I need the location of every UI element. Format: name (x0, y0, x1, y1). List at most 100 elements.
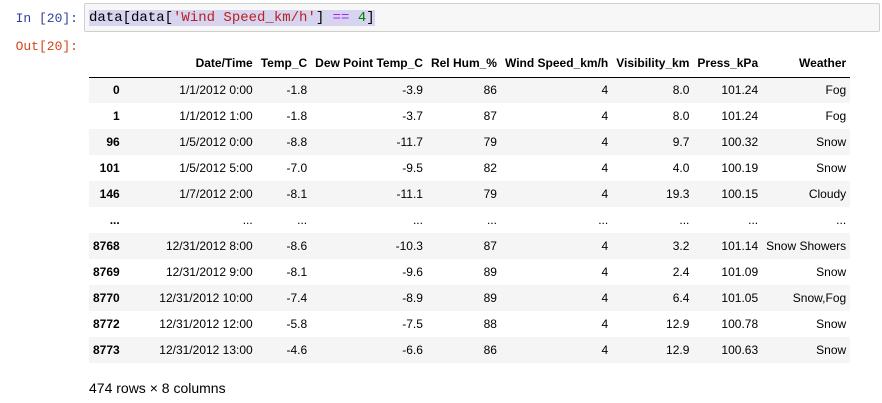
row-index: 146 (99, 187, 120, 201)
code-string: 'Wind Speed_km/h' (173, 10, 316, 26)
code-middle: ] (315, 10, 333, 26)
column-header: Wind Speed_km/h (500, 50, 613, 78)
table-cell: 4 (601, 343, 609, 357)
table-cell: 101.14 (721, 239, 759, 253)
table-row: 0 1/1/2012 0:00 -1.8 -3.9 86 4 8.0 101.24 Fog (89, 77, 851, 103)
table-cell: 4.0 (672, 161, 690, 175)
column-header: Press_kPa (693, 50, 763, 78)
table-cell: Snow (816, 161, 847, 175)
table-cell: 100.63 (721, 343, 759, 357)
column-header: Visibility_km (612, 50, 694, 78)
code-prefix: data[data[ (89, 10, 174, 26)
table-cell: Snow (816, 135, 847, 149)
table-cell: 87 (483, 109, 497, 123)
table-cell: 19.3 (666, 187, 690, 201)
table-cell: 2.4 (672, 265, 690, 279)
table-cell: ... (297, 213, 308, 227)
row-count-summary: 474 rows × 8 columns (89, 380, 226, 396)
table-cell: 100.78 (721, 317, 759, 331)
table-cell: -8.1 (286, 187, 308, 201)
table-cell: -8.1 (286, 265, 308, 279)
table-cell: 82 (483, 161, 497, 175)
table-cell: 8.0 (672, 109, 690, 123)
table-cell: 1/7/2012 2:00 (179, 187, 253, 201)
table-cell: -11.1 (396, 187, 423, 201)
table-cell: 1/1/2012 1:00 (179, 109, 253, 123)
row-index: 1 (113, 109, 120, 123)
table-cell: 4 (601, 239, 609, 253)
table-row: 1 1/1/2012 1:00 -1.8 -3.7 87 4 8.0 101.24 Fog (89, 103, 850, 129)
code-suffix: ] (366, 10, 375, 26)
table-cell: -4.6 (286, 343, 308, 357)
row-index: 8772 (93, 317, 120, 331)
code-number: 4 (357, 10, 367, 26)
code-line[interactable]: data[data['Wind Speed_km/h'] == 4] (89, 9, 875, 27)
table-cell: 1/5/2012 5:00 (179, 161, 253, 175)
code-input-cell[interactable]: data[data['Wind Speed_km/h'] == 4] (84, 3, 880, 32)
table-cell: -3.7 (402, 109, 423, 123)
output-prompt: Out[20]: (15, 39, 78, 54)
table-cell: -1.8 (286, 83, 308, 98)
table-row: ........................... (89, 207, 850, 233)
table-cell: 4 (601, 109, 609, 123)
table-cell: -9.5 (402, 161, 423, 175)
table-row: 101 1/5/2012 5:00 -7.0 -9.5 82 4 4.0 100.19 Snow (89, 155, 850, 181)
code-space (349, 10, 357, 26)
table-body: 0 1/1/2012 0:00 -1.8 -3.9 86 4 8.0 101.24 Fog 1 1/… (89, 77, 851, 363)
column-header: Temp_C (256, 50, 312, 78)
table-cell: 8.0 (672, 83, 690, 98)
table-cell: ... (412, 213, 423, 227)
table-row: 8773 12/31/2012 13:00 -4.6 -6.6 86 4 12.9 100.6… (89, 337, 851, 363)
table-cell: 100.19 (721, 161, 759, 175)
table-cell: 12/31/2012 13:00 (159, 343, 253, 357)
table-cell: 4 (601, 83, 609, 98)
table-cell: Snow (816, 265, 847, 279)
row-index: 8770 (93, 291, 120, 305)
table-row: 8768 12/31/2012 8:00 -8.6 -10.3 87 4 3.2 101.14… (89, 233, 851, 259)
row-index: 101 (99, 161, 120, 175)
column-header: Weather (762, 50, 851, 78)
table-cell: 4 (601, 265, 609, 279)
table-cell: 9.7 (672, 135, 690, 149)
table-cell: 4 (601, 161, 609, 175)
table-cell: 12/31/2012 8:00 (165, 239, 253, 253)
table-cell: 86 (483, 83, 497, 98)
table-cell: Snow,Fog (792, 291, 847, 305)
header-row: Date/Time Temp_C Dew Point Temp_C Rel Hum_%… (89, 50, 851, 78)
table-cell: -5.8 (286, 317, 308, 331)
table-cell: ... (486, 213, 497, 227)
table-cell: 100.32 (721, 135, 759, 149)
table-cell: 6.4 (672, 291, 690, 305)
table-row: 146 1/7/2012 2:00 -8.1 -11.1 79 4 19.3 100.15 Cl… (89, 181, 851, 207)
table-cell: 4 (601, 291, 609, 305)
row-index: ... (109, 213, 120, 227)
table-cell: ... (598, 213, 609, 227)
code-selection: data[data['Wind Speed_km/h'] == 4] (89, 10, 375, 26)
table-cell: 88 (483, 317, 497, 331)
table-cell: -6.6 (402, 343, 423, 357)
table-cell: ... (836, 213, 847, 227)
table-cell: 101.24 (721, 109, 759, 123)
table-cell: 12/31/2012 9:00 (165, 265, 253, 279)
table-cell: 12.9 (666, 343, 690, 357)
table-cell: 12.9 (666, 317, 690, 331)
table-cell: 4 (601, 135, 609, 149)
table-cell: 87 (483, 239, 497, 253)
table-cell: 89 (483, 265, 497, 279)
table-cell: 1/1/2012 0:00 (179, 83, 253, 98)
table-cell: 12/31/2012 10:00 (159, 291, 253, 305)
table-cell: 3.2 (672, 239, 690, 253)
row-index: 96 (106, 135, 120, 149)
table-cell: 101.24 (721, 83, 759, 98)
table-cell: -8.8 (286, 135, 308, 149)
input-prompt: In [20]: (15, 11, 78, 26)
table-cell: 4 (601, 317, 609, 331)
table-cell: Snow Showers (766, 239, 847, 253)
table-cell: -7.4 (286, 291, 308, 305)
table-cell: 100.15 (721, 187, 759, 201)
table-cell: 79 (483, 135, 497, 149)
row-index: 8773 (93, 343, 120, 357)
table-cell: Fog (825, 83, 847, 98)
table-cell: -1.8 (286, 109, 308, 123)
table-cell: 89 (483, 291, 497, 305)
